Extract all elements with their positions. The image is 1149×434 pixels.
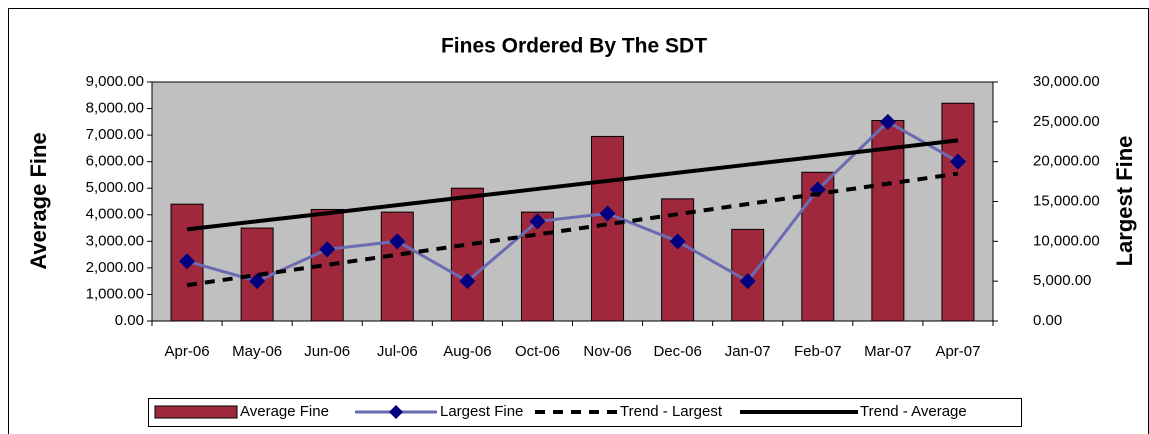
y2-tick-label: 5,000.00 [1033,272,1091,289]
y-tick-label: 8,000.00 [86,100,144,117]
bar [450,187,484,322]
x-tick-label: Nov-06 [583,343,631,360]
chart-title: Fines Ordered By The SDT [441,35,707,58]
x-tick-label: May-06 [232,343,282,360]
legend-label: Trend - Largest [620,403,723,420]
marker [949,153,966,170]
x-tick-label: Jun-06 [304,343,350,360]
marker [599,205,616,222]
bar [661,198,695,322]
y2-tick-label: 0.00 [1033,312,1062,329]
plot-area [151,81,994,322]
y-tick-label: 9,000.00 [86,73,144,90]
y-tick-label: 7,000.00 [86,126,144,143]
x-tick-label: Apr-07 [935,343,980,360]
y2-tick-label: 25,000.00 [1033,113,1100,130]
x-tick-label: Oct-06 [515,343,560,360]
y-tick-label: 1,000.00 [86,285,144,302]
marker [179,253,196,270]
x-tick-label: Jan-07 [725,343,771,360]
bar [941,102,975,322]
marker [879,113,896,130]
x-tick-label: Apr-06 [165,343,210,360]
legend-label: Average Fine [240,403,329,420]
bar [591,135,625,322]
x-tick-label: Mar-07 [864,343,912,360]
series-line [186,171,959,288]
series-line [186,138,959,232]
y2-tick-label: 30,000.00 [1033,73,1100,90]
y-tick-label: 3,000.00 [86,232,144,249]
y-tick-label: 5,000.00 [86,179,144,196]
y-tick-label: 2,000.00 [86,259,144,276]
x-tick-label: Feb-07 [794,343,842,360]
y2-axis-title: Largest Fine [1112,136,1137,267]
x-tick-label: Dec-06 [653,343,701,360]
marker [389,233,406,250]
legend-label: Largest Fine [440,403,523,420]
y-tick-label: 0.00 [115,312,144,329]
marker [249,273,266,290]
x-tick-label: Jul-06 [377,343,418,360]
bar [871,120,905,322]
y-axis-title: Average Fine [26,132,51,269]
marker [319,241,336,258]
marker [459,273,476,290]
legend-label: Trend - Average [860,403,967,420]
marker [669,233,686,250]
bar [380,211,414,322]
y-tick-label: 4,000.00 [86,206,144,223]
y2-tick-label: 15,000.00 [1033,192,1100,209]
legend-swatch [154,405,238,419]
series-line [186,119,959,284]
legend [148,398,1022,427]
y-tick-label: 6,000.00 [86,153,144,170]
x-tick-label: Aug-06 [443,343,491,360]
y2-tick-label: 10,000.00 [1033,232,1100,249]
legend-marker [389,405,403,419]
y2-tick-label: 20,000.00 [1033,153,1100,170]
marker [739,273,756,290]
marker [529,213,546,230]
